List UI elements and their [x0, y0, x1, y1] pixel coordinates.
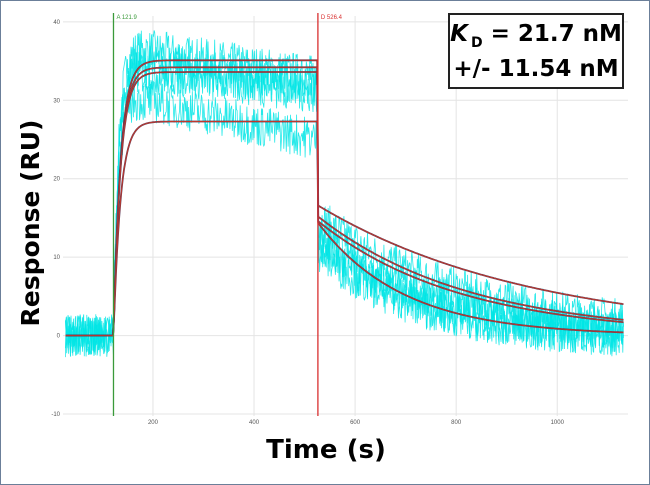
y-tick-label: -10 — [51, 412, 60, 418]
kd-symbol: K — [450, 21, 468, 47]
x-tick-label: 1000 — [551, 420, 565, 426]
kd-value: = 21.7 nM — [482, 21, 622, 47]
y-tick-label: 20 — [53, 177, 60, 183]
x-tick-label: 400 — [249, 420, 260, 426]
kd-subscript: D — [470, 35, 483, 51]
y-tick-label: 0 — [57, 334, 61, 340]
x-tick-label: 800 — [451, 420, 462, 426]
fit-curves — [65, 59, 624, 337]
tick-labels: 200 400 600 800 1000 -10 0 10 20 30 40 — [51, 20, 564, 426]
y-tick-label: 30 — [53, 98, 60, 104]
x-axis-label: Time (s) — [266, 435, 386, 465]
y-tick-label: 10 — [53, 255, 60, 261]
kd-error: +/- 11.54 nM — [453, 56, 619, 82]
observed-trace — [65, 52, 624, 357]
fit-curve-shadow — [65, 66, 624, 337]
fit-curve — [65, 121, 624, 337]
fit-curve — [65, 66, 624, 337]
event-marker-label-bg — [319, 12, 344, 21]
y-axis-label: Response (RU) — [16, 120, 45, 327]
y-tick-label: 40 — [53, 20, 60, 26]
observed-traces — [65, 30, 624, 358]
event-marker-label-bg — [115, 12, 140, 21]
event-marker-label: D 526.4 — [321, 15, 343, 21]
fit-curve-shadow — [65, 71, 624, 337]
observed-trace — [65, 80, 624, 357]
event-markers: A 121.9 D 526.4 — [112, 12, 344, 416]
fit-curve — [65, 71, 624, 337]
x-tick-label: 200 — [148, 420, 159, 426]
x-tick-label: 600 — [350, 420, 361, 426]
event-marker-label: A 121.9 — [116, 15, 137, 21]
fit-curve — [65, 59, 624, 337]
